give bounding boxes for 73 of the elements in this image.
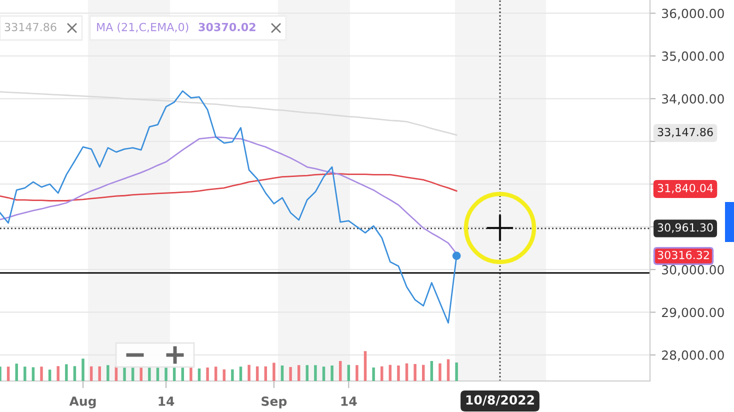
bar xyxy=(56,366,60,381)
bar xyxy=(156,368,160,381)
x-tick-label: Aug xyxy=(69,396,96,408)
text: 33,147.86 xyxy=(658,128,713,138)
bar xyxy=(322,366,326,381)
bar xyxy=(214,366,218,381)
bar xyxy=(98,366,101,381)
y-tick-label: 35,000.00 xyxy=(662,51,724,62)
bar xyxy=(289,366,292,381)
bar xyxy=(405,363,408,381)
bar xyxy=(90,366,93,381)
bar xyxy=(364,351,367,381)
bar xyxy=(131,368,134,381)
bar xyxy=(73,366,76,381)
y-tick-label: 28,000.00 xyxy=(662,350,724,362)
bar xyxy=(380,366,384,381)
text: MA (21,C,EMA,0) xyxy=(97,22,188,33)
text: 30316.32 xyxy=(658,250,709,260)
bar xyxy=(430,360,434,381)
bar xyxy=(264,366,268,381)
bar xyxy=(414,364,416,381)
bar xyxy=(172,368,176,381)
bar xyxy=(397,365,400,381)
bar xyxy=(306,365,309,381)
x-tick-label: 14 xyxy=(158,396,174,406)
bar xyxy=(140,368,142,381)
bar xyxy=(65,364,68,381)
bar xyxy=(248,364,250,381)
bar xyxy=(338,360,342,381)
bar xyxy=(222,369,226,381)
bar xyxy=(48,370,52,381)
x-tick-label: Sep xyxy=(262,396,287,408)
bar xyxy=(446,359,450,381)
y-tick-label: 34,000.00 xyxy=(662,94,724,105)
bar xyxy=(330,365,334,381)
bar xyxy=(106,365,110,381)
bar xyxy=(15,364,18,381)
bar xyxy=(181,368,184,381)
bar xyxy=(356,365,358,381)
x-tick-label: 14 xyxy=(341,396,357,406)
line-series xyxy=(0,91,458,136)
bar xyxy=(455,362,458,381)
bar xyxy=(6,366,10,381)
bar xyxy=(231,369,234,381)
bar xyxy=(372,368,375,381)
bar xyxy=(164,368,168,381)
bar xyxy=(190,368,192,381)
bar xyxy=(24,366,26,381)
bar xyxy=(272,362,276,381)
bar xyxy=(388,364,392,381)
bar xyxy=(206,368,209,381)
bar xyxy=(239,366,242,381)
bar xyxy=(438,363,442,381)
text: 10/8/2022 xyxy=(466,395,534,406)
y-tick-label: 29,000.00 xyxy=(662,308,724,318)
bar xyxy=(314,365,317,381)
bar xyxy=(280,365,284,381)
bar xyxy=(148,368,151,381)
bar xyxy=(347,364,350,381)
annotation: 30370.02 xyxy=(198,22,256,32)
bar xyxy=(40,366,43,381)
y-tick-label: 36,000.00 xyxy=(662,8,724,20)
bar xyxy=(422,364,425,381)
line-series xyxy=(0,173,458,202)
annotation: 33147.86 xyxy=(4,22,56,32)
bar xyxy=(82,358,84,381)
bar xyxy=(123,368,126,381)
bar xyxy=(297,365,300,381)
ref-line-label: 30,961.30 xyxy=(658,223,713,233)
bar xyxy=(256,366,259,381)
y-tick-label: 30,000.00 xyxy=(662,264,724,276)
text: 31,840.04 xyxy=(658,184,713,194)
bar xyxy=(198,368,201,381)
